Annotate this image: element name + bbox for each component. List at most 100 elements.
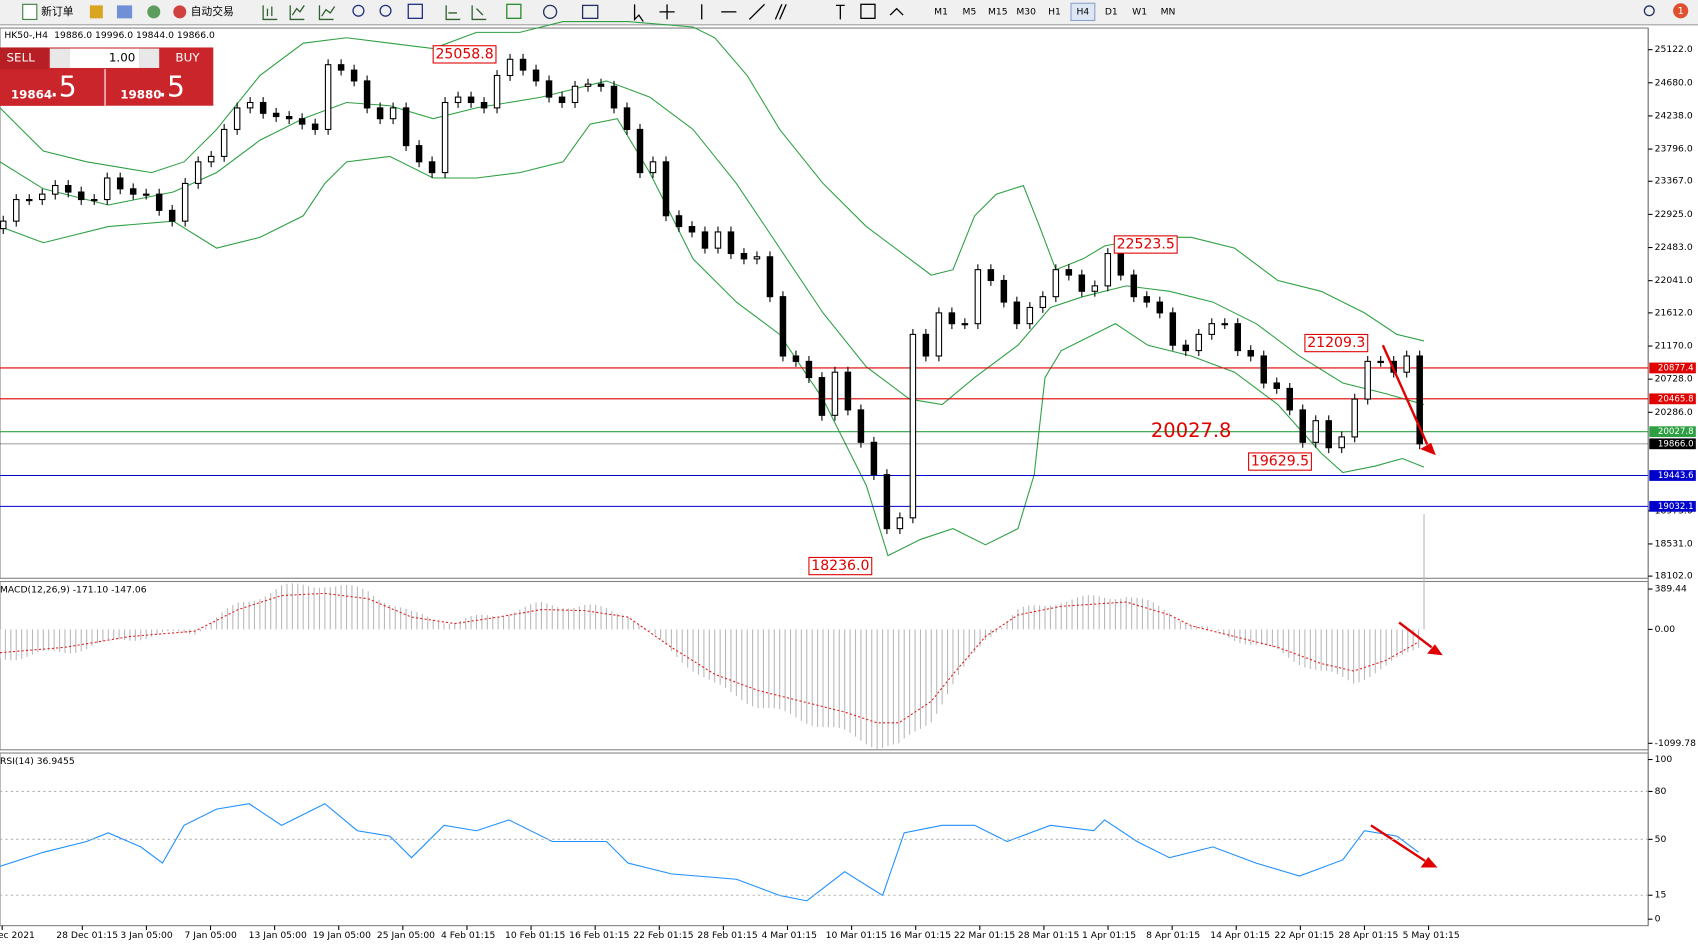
y-tick-label: 80 <box>1655 786 1667 797</box>
auto-trading-button[interactable]: 自动交易 <box>191 4 234 18</box>
new-order-icon[interactable] <box>22 3 38 20</box>
timeframe-button[interactable]: H1 <box>1048 6 1061 17</box>
timeframe-button[interactable]: MN <box>1161 6 1176 17</box>
ohlc: 19886.0 19996.0 19844.0 19866.0 <box>54 30 215 41</box>
lot-input[interactable] <box>69 48 140 68</box>
candle <box>636 128 644 174</box>
annotation: 18236.0 <box>811 558 869 574</box>
x-tick-label: 1 Apr 01:15 <box>1082 930 1136 941</box>
price-label-bg <box>1649 426 1696 438</box>
candle <box>909 333 917 519</box>
x-tick-label: 22 Feb 01:15 <box>633 930 693 941</box>
icon[interactable] <box>89 5 103 19</box>
candle <box>350 69 358 82</box>
timeframe-button[interactable]: M30 <box>1016 6 1036 17</box>
timeframe-button[interactable]: W1 <box>1132 6 1147 17</box>
text-icon[interactable] <box>836 4 845 20</box>
templates-icon[interactable] <box>581 4 599 19</box>
x-tick-label: 10 Feb 01:15 <box>505 930 565 941</box>
line-chart-icon[interactable] <box>318 5 336 21</box>
shift-icon[interactable] <box>471 5 487 21</box>
x-tick-label: 13 Jan 05:00 <box>249 930 307 941</box>
annotation-box <box>432 45 497 64</box>
candle <box>1169 312 1177 346</box>
bar-chart-icon[interactable] <box>262 5 278 21</box>
candle <box>285 115 293 120</box>
candle <box>181 182 189 222</box>
sell-button[interactable] <box>0 47 49 70</box>
toolbar: 新订单 自动交易 1 <box>0 0 1698 26</box>
price-label: 19443.6 <box>1658 471 1694 481</box>
candle <box>623 107 631 130</box>
candle <box>1182 344 1190 352</box>
sell-price-button[interactable] <box>0 70 104 106</box>
candle <box>259 101 267 114</box>
sell-label[interactable]: SELL <box>6 51 35 65</box>
autoscroll-icon[interactable] <box>445 5 461 21</box>
candle <box>1351 398 1358 438</box>
cursor-icon[interactable] <box>633 4 644 22</box>
candle <box>857 409 865 443</box>
zoom-in-icon[interactable] <box>352 4 365 17</box>
notification-badge[interactable] <box>1673 3 1689 19</box>
icon[interactable] <box>147 5 161 19</box>
timeframe-active[interactable] <box>1070 2 1096 22</box>
lot-down[interactable] <box>49 48 70 68</box>
timeframes: M1 M5 M15 M30 H1 H4 D1 W1 MN <box>934 2 1176 22</box>
candle <box>519 58 527 71</box>
y-tick-label: 100 <box>1655 754 1673 765</box>
macd-signal <box>0 592 1419 724</box>
timeframe-button[interactable]: M1 <box>934 6 948 17</box>
candle <box>1234 323 1242 352</box>
candle <box>532 69 540 82</box>
lot-up[interactable] <box>139 48 160 68</box>
candle <box>740 253 748 260</box>
timeframe-button[interactable]: M15 <box>988 6 1008 17</box>
arrows-icon[interactable] <box>889 7 904 16</box>
zoom-out-icon[interactable] <box>379 4 392 17</box>
buy-label[interactable]: BUY <box>175 51 200 65</box>
candle-icon[interactable] <box>289 5 305 21</box>
y-tick-label: 22925.0 <box>1655 209 1693 220</box>
tile-icon[interactable] <box>407 3 423 19</box>
candle <box>610 85 618 109</box>
icon[interactable] <box>116 5 133 19</box>
trendline-icon[interactable] <box>748 3 765 20</box>
y-tick-label: 21170.0 <box>1655 341 1693 352</box>
lot-value[interactable]: 1.00 <box>109 51 136 65</box>
candle <box>90 199 98 202</box>
search-icon[interactable] <box>1643 5 1655 17</box>
candle <box>12 199 20 222</box>
indicators-icon[interactable] <box>506 3 522 19</box>
timeframe-button[interactable]: M5 <box>963 6 977 17</box>
timeframe-button[interactable]: H4 <box>1077 6 1090 17</box>
rsi-chart <box>0 803 1419 902</box>
candle <box>597 83 605 87</box>
candle <box>493 74 501 109</box>
candle <box>831 371 839 416</box>
bid-main[interactable]: 19864 <box>11 87 52 101</box>
auto-trading-icon[interactable] <box>173 5 187 19</box>
candle <box>389 107 397 120</box>
candle <box>402 107 410 147</box>
candle <box>935 312 943 357</box>
ask-fraction[interactable]: .5 <box>158 71 185 104</box>
candle <box>1416 355 1423 445</box>
candle <box>1338 436 1345 449</box>
candle <box>1286 387 1293 411</box>
channel-icon[interactable] <box>774 4 787 20</box>
x-tick-label: 28 Dec 01:15 <box>56 930 118 941</box>
candle <box>77 191 85 201</box>
annotation-box <box>808 556 873 576</box>
crosshair-icon[interactable] <box>659 4 675 20</box>
bid-fraction[interactable]: .5 <box>50 71 77 104</box>
periods-icon[interactable] <box>542 4 558 19</box>
y-tick-label: 23367.0 <box>1655 176 1693 187</box>
ask-main[interactable]: 19880 <box>120 87 161 101</box>
x-tick-label: 19 Jan 05:00 <box>313 930 371 941</box>
label-icon[interactable] <box>860 3 876 19</box>
candle <box>233 107 241 130</box>
timeframe-button[interactable]: D1 <box>1105 6 1118 17</box>
candle <box>1156 301 1164 314</box>
new-order-button[interactable]: 新订单 <box>41 4 74 18</box>
